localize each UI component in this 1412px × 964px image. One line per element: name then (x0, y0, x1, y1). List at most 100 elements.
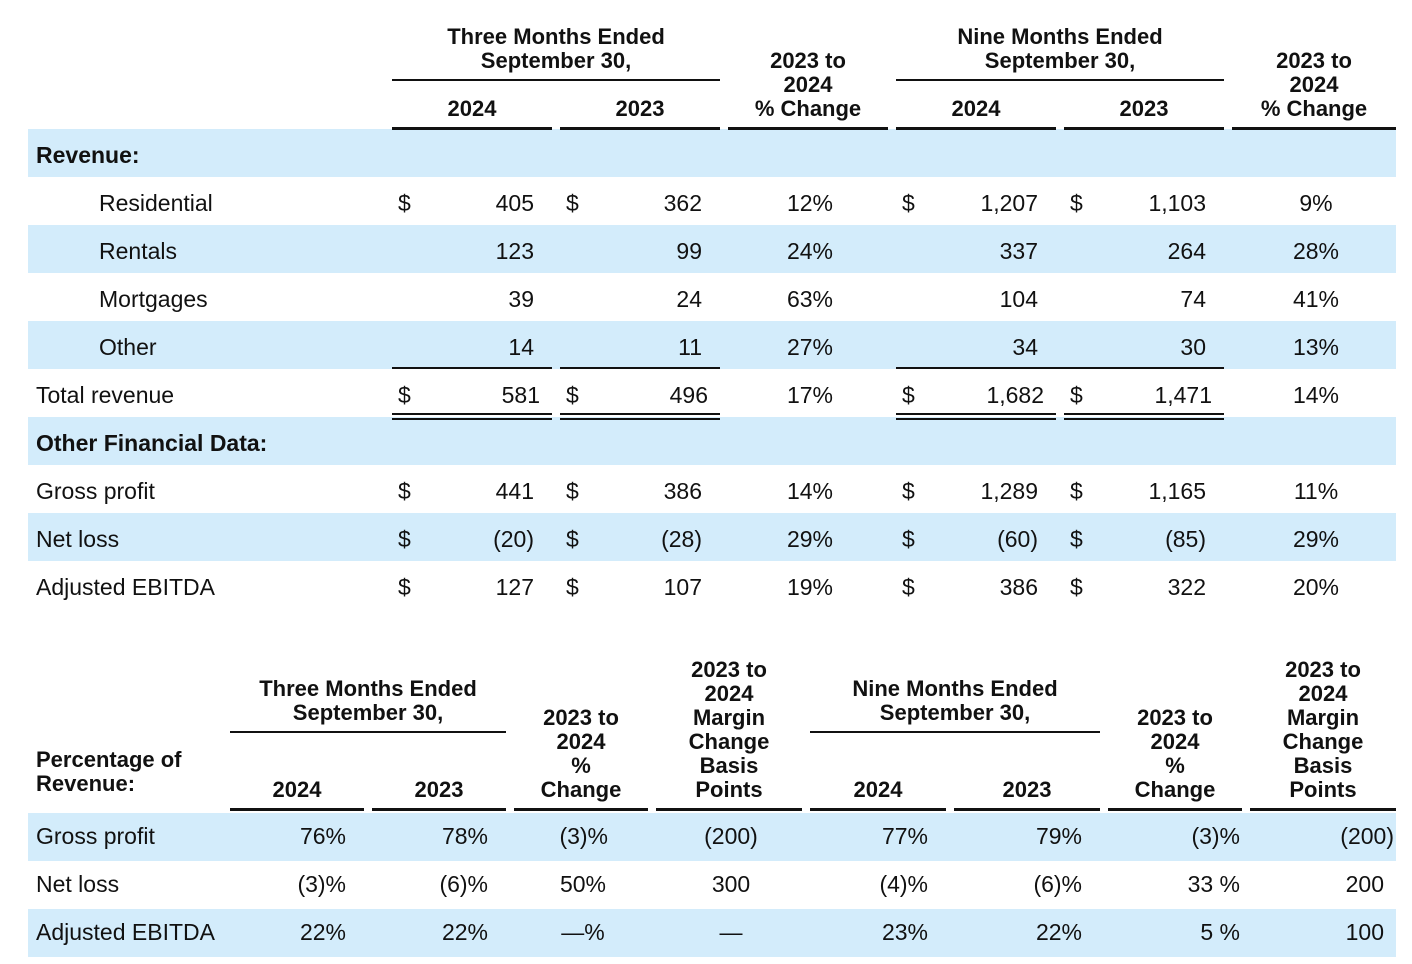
total-double-rule (1064, 413, 1224, 415)
header-underline (392, 127, 552, 130)
row-label: Residential (99, 190, 213, 216)
cell-nchg: (3)% (1191, 823, 1240, 849)
header-underline (810, 808, 946, 811)
cell-n24: 386 (999, 574, 1038, 600)
header-underline (514, 808, 648, 811)
currency-symbol: $ (566, 190, 579, 216)
cell-n24: 1,289 (980, 478, 1038, 504)
row-label: Gross profit (36, 478, 155, 504)
total-double-rule (560, 418, 720, 420)
band-adjusted-ebitda (28, 909, 1396, 957)
cell-qchg: 17% (786, 382, 834, 408)
currency-symbol: $ (902, 190, 915, 216)
header-2023-q: 2023 (414, 777, 464, 802)
band-other (28, 321, 1396, 369)
cell-q24: 405 (495, 190, 534, 216)
cell-qchg: 27% (786, 334, 834, 360)
currency-symbol: $ (398, 190, 411, 216)
cell-n23: 322 (1167, 574, 1206, 600)
total-double-rule (392, 418, 552, 420)
cell-q23: (6)% (439, 871, 488, 897)
cell-q23: 496 (669, 382, 708, 408)
currency-symbol: $ (1070, 574, 1083, 600)
band-rentals (28, 225, 1396, 273)
header-underline (1250, 808, 1396, 811)
total-double-rule (560, 413, 720, 415)
cell-qchg: —% (561, 919, 605, 945)
cell-q24: 14 (508, 334, 534, 360)
header-rule (230, 731, 506, 733)
header-nine-months: Nine Months Ended September 30, (852, 676, 1058, 725)
currency-symbol: $ (1070, 190, 1083, 216)
total-double-rule (896, 413, 1056, 415)
cell-q23: 107 (663, 574, 702, 600)
band-net-loss (28, 513, 1396, 561)
header-pct-change-q: 2023 to 2024 % Change (754, 48, 862, 121)
row-label: Rentals (99, 238, 177, 264)
header-2024-n: 2024 (853, 777, 903, 802)
cell-nchg: 14% (1292, 382, 1340, 408)
cell-n24: 1,682 (986, 382, 1044, 408)
header-underline (560, 127, 720, 130)
cell-nbp: 100 (1345, 919, 1384, 945)
total-double-rule (392, 413, 552, 415)
cell-n23: 74 (1180, 286, 1206, 312)
row-label: Adjusted EBITDA (36, 919, 215, 945)
currency-symbol: $ (398, 574, 411, 600)
cell-q24: (3)% (297, 871, 346, 897)
cell-qbp: — (719, 919, 743, 945)
header-rule (896, 79, 1224, 81)
cell-n24: (4)% (879, 871, 928, 897)
currency-symbol: $ (566, 574, 579, 600)
cell-n24: 23% (881, 919, 928, 945)
cell-n24: 104 (999, 286, 1038, 312)
header-pct-change-n: 2023 to 2024 % Change (1260, 48, 1368, 121)
cell-n24: 34 (1012, 334, 1038, 360)
currency-symbol: $ (566, 478, 579, 504)
cell-nbp: (200) (1340, 823, 1394, 849)
header-2024-n: 2024 (951, 96, 1001, 121)
band-revenue (28, 129, 1396, 177)
cell-q24: 39 (508, 286, 534, 312)
cell-q23: 362 (663, 190, 702, 216)
currency-symbol: $ (902, 526, 915, 552)
header-section-percentage: Percentage of Revenue: (36, 747, 182, 796)
header-2023-n: 2023 (1119, 96, 1169, 121)
cell-q24: 441 (495, 478, 534, 504)
header-underline (728, 127, 888, 130)
total-double-rule (896, 418, 1056, 420)
currency-symbol: $ (1070, 478, 1083, 504)
cell-nchg: 9% (1299, 190, 1333, 216)
header-underline (896, 127, 1056, 130)
currency-symbol: $ (902, 574, 915, 600)
header-nine-months: Nine Months Ended September 30, (957, 24, 1163, 73)
cell-q24: (20) (493, 526, 534, 552)
row-label: Adjusted EBITDA (36, 574, 215, 600)
currency-symbol: $ (902, 382, 915, 408)
cell-qchg: 50% (559, 871, 607, 897)
row-label: Net loss (36, 526, 120, 552)
cell-q24: 581 (501, 382, 540, 408)
cell-q23: (28) (661, 526, 702, 552)
cell-n24: (60) (997, 526, 1038, 552)
subtotal-rule (392, 367, 552, 369)
cell-nchg: 29% (1292, 526, 1340, 552)
section-other-financial: Other Financial Data: (36, 430, 268, 456)
cell-qchg: 19% (786, 574, 834, 600)
header-margin-bp-q: 2023 to 2024 Margin Change Basis Points (688, 657, 770, 802)
cell-q23: 78% (441, 823, 488, 849)
header-2024-q: 2024 (447, 96, 497, 121)
cell-qbp: (200) (704, 823, 758, 849)
cell-qchg: 12% (786, 190, 834, 216)
cell-qchg: 63% (786, 286, 834, 312)
cell-n23: (6)% (1033, 871, 1082, 897)
cell-nchg: 41% (1292, 286, 1340, 312)
header-underline (230, 808, 364, 811)
currency-symbol: $ (398, 382, 411, 408)
header-underline (1108, 808, 1242, 811)
cell-q24: 76% (299, 823, 346, 849)
cell-n23: (85) (1165, 526, 1206, 552)
cell-q24: 123 (495, 238, 534, 264)
header-underline (656, 808, 802, 811)
subtotal-rule (896, 367, 1224, 369)
